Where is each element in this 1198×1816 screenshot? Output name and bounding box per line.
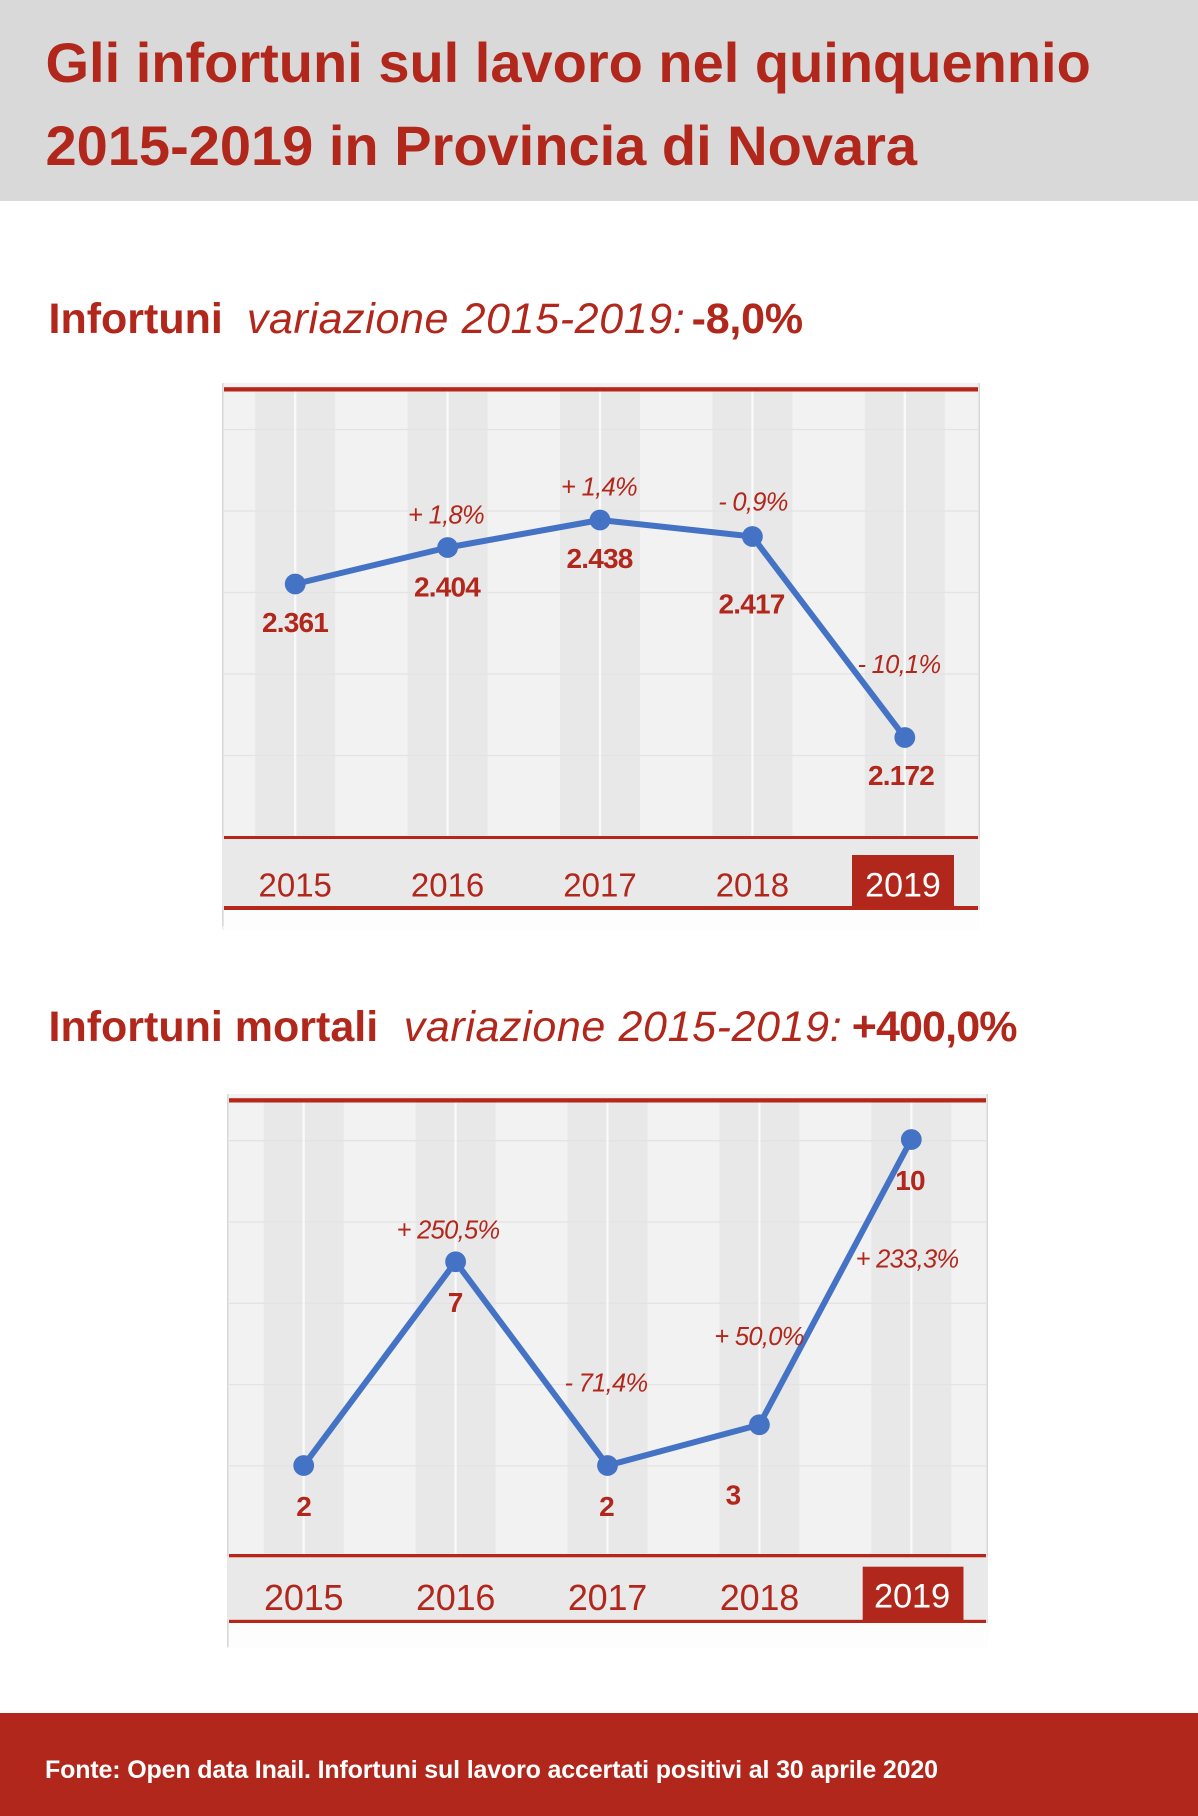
- svg-text:2.361: 2.361: [262, 607, 328, 638]
- svg-text:+ 250,5%: + 250,5%: [397, 1217, 500, 1245]
- svg-text:2: 2: [296, 1491, 311, 1522]
- svg-text:2015: 2015: [258, 866, 331, 903]
- svg-text:2.438: 2.438: [566, 543, 632, 574]
- svg-text:7: 7: [448, 1287, 463, 1318]
- svg-text:2017: 2017: [568, 1577, 647, 1618]
- svg-text:+ 1,8%: + 1,8%: [408, 502, 484, 530]
- svg-text:2015: 2015: [264, 1577, 343, 1618]
- svg-text:2.417: 2.417: [718, 589, 784, 620]
- svg-text:2019: 2019: [865, 866, 941, 904]
- svg-text:2017: 2017: [563, 866, 636, 903]
- svg-text:2019: 2019: [874, 1578, 950, 1616]
- svg-text:2.172: 2.172: [868, 760, 934, 791]
- svg-text:2018: 2018: [716, 866, 789, 903]
- svg-text:- 71,4%: - 71,4%: [565, 1370, 648, 1398]
- svg-text:- 10,1%: - 10,1%: [858, 651, 941, 679]
- svg-text:2016: 2016: [411, 866, 484, 903]
- svg-text:10: 10: [895, 1165, 925, 1196]
- svg-text:+ 1,4%: + 1,4%: [561, 474, 637, 502]
- svg-text:2.404: 2.404: [414, 572, 481, 603]
- svg-text:3: 3: [726, 1480, 741, 1511]
- svg-text:2: 2: [599, 1491, 614, 1522]
- svg-text:- 0,9%: - 0,9%: [718, 489, 788, 517]
- svg-text:+ 233,3%: + 233,3%: [856, 1246, 959, 1274]
- svg-text:+ 50,0%: + 50,0%: [714, 1323, 803, 1351]
- svg-text:2016: 2016: [416, 1577, 495, 1618]
- svg-text:2018: 2018: [720, 1577, 799, 1618]
